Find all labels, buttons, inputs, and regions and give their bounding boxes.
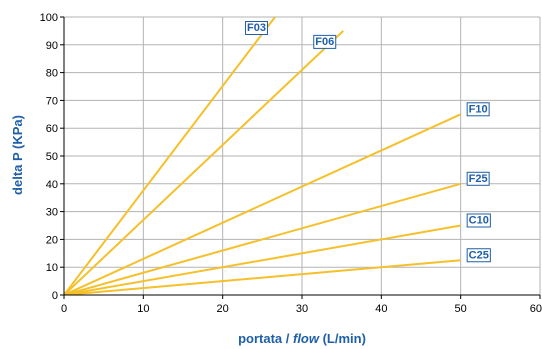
y-tick-label: 60 bbox=[46, 123, 58, 135]
y-tick-label: 80 bbox=[46, 68, 58, 80]
x-tick-label: 20 bbox=[217, 303, 229, 315]
y-tick-label: 30 bbox=[46, 207, 58, 219]
series-label-f03: F03 bbox=[245, 21, 268, 35]
label-layer: F03 F06 F10 F25 C10 C25 bbox=[245, 21, 491, 263]
series-label-c10: C10 bbox=[466, 213, 491, 228]
series-label-box bbox=[313, 34, 337, 49]
axis-layer: 0 10 20 30 40 50 60 70 80 90 100 0 10 20 30 40 50 60 bbox=[40, 12, 542, 315]
x-tick-label: 60 bbox=[530, 303, 542, 315]
y-tick-label: 40 bbox=[46, 179, 58, 191]
y-tick-label: 0 bbox=[52, 290, 58, 302]
x-tick-label: 0 bbox=[61, 303, 67, 315]
x-tick-label: 40 bbox=[375, 303, 387, 315]
x-axis-title: portata / flow (L/min) bbox=[238, 331, 366, 346]
series-label-text: F03 bbox=[247, 22, 266, 34]
y-tick-label: 100 bbox=[40, 12, 58, 24]
series-line-f25 bbox=[64, 182, 461, 295]
y-tick-label: 90 bbox=[46, 40, 58, 52]
series-label-f25: F25 bbox=[466, 171, 490, 186]
y-tick-label: 70 bbox=[46, 95, 58, 107]
series-label-text: C25 bbox=[469, 249, 489, 261]
y-axis-title: delta P (KPa) bbox=[10, 115, 25, 195]
series-layer bbox=[64, 17, 462, 295]
series-line-c25 bbox=[64, 259, 461, 295]
y-tick-label: 20 bbox=[46, 234, 58, 246]
series-label-box bbox=[466, 102, 490, 117]
x-axis-title-suffix: (L/min) bbox=[319, 331, 366, 346]
series-label-f06: F06 bbox=[313, 34, 337, 49]
series-line-f03 bbox=[64, 17, 276, 295]
series-label-text: F25 bbox=[469, 173, 488, 185]
series-label-text: C10 bbox=[469, 215, 489, 227]
series-label-c25: C25 bbox=[466, 248, 491, 263]
x-axis-title-italic: flow bbox=[293, 331, 320, 346]
y-tick-label: 10 bbox=[46, 262, 58, 274]
y-tick-label: 50 bbox=[46, 151, 58, 163]
series-line-f10 bbox=[64, 113, 462, 295]
series-line-f06 bbox=[64, 30, 344, 295]
series-label-text: F06 bbox=[315, 36, 334, 48]
x-tick-label: 10 bbox=[137, 303, 149, 315]
series-label-box bbox=[466, 171, 490, 186]
series-line-c10 bbox=[64, 224, 461, 295]
series-label-box bbox=[466, 213, 491, 228]
series-label-f10: F10 bbox=[466, 102, 490, 117]
x-tick-label: 30 bbox=[296, 303, 308, 315]
series-label-box bbox=[466, 248, 491, 263]
x-axis-title-prefix: portata / bbox=[238, 331, 293, 346]
x-tick-label: 50 bbox=[455, 303, 467, 315]
series-label-text: F10 bbox=[469, 103, 488, 115]
series-label-box bbox=[245, 21, 268, 35]
